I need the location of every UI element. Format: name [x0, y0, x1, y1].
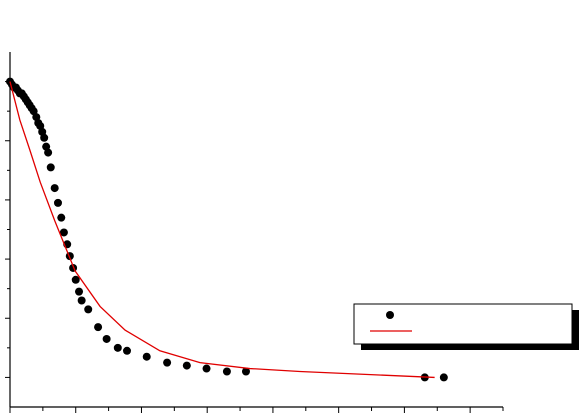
data-point: [439, 373, 448, 382]
data-point: [202, 364, 211, 373]
legend-marker: [386, 311, 394, 319]
data-point: [94, 323, 103, 332]
data-point: [241, 367, 250, 376]
data-point: [44, 148, 53, 157]
data-point: [50, 184, 59, 193]
data-point: [59, 228, 68, 237]
data-point: [163, 358, 172, 367]
data-point: [53, 198, 62, 207]
data-point: [57, 213, 66, 222]
data-point: [46, 163, 55, 172]
data-point: [142, 352, 151, 361]
data-point: [84, 305, 93, 314]
data-point: [77, 296, 86, 305]
data-point: [123, 346, 132, 355]
data-point: [182, 361, 191, 370]
data-point: [113, 343, 122, 352]
fit-line: [9, 81, 435, 379]
data-point: [40, 133, 49, 142]
data-point: [75, 287, 84, 296]
data-point: [102, 334, 111, 343]
data-point: [71, 275, 80, 284]
legend: [353, 303, 573, 345]
data-point: [222, 367, 231, 376]
